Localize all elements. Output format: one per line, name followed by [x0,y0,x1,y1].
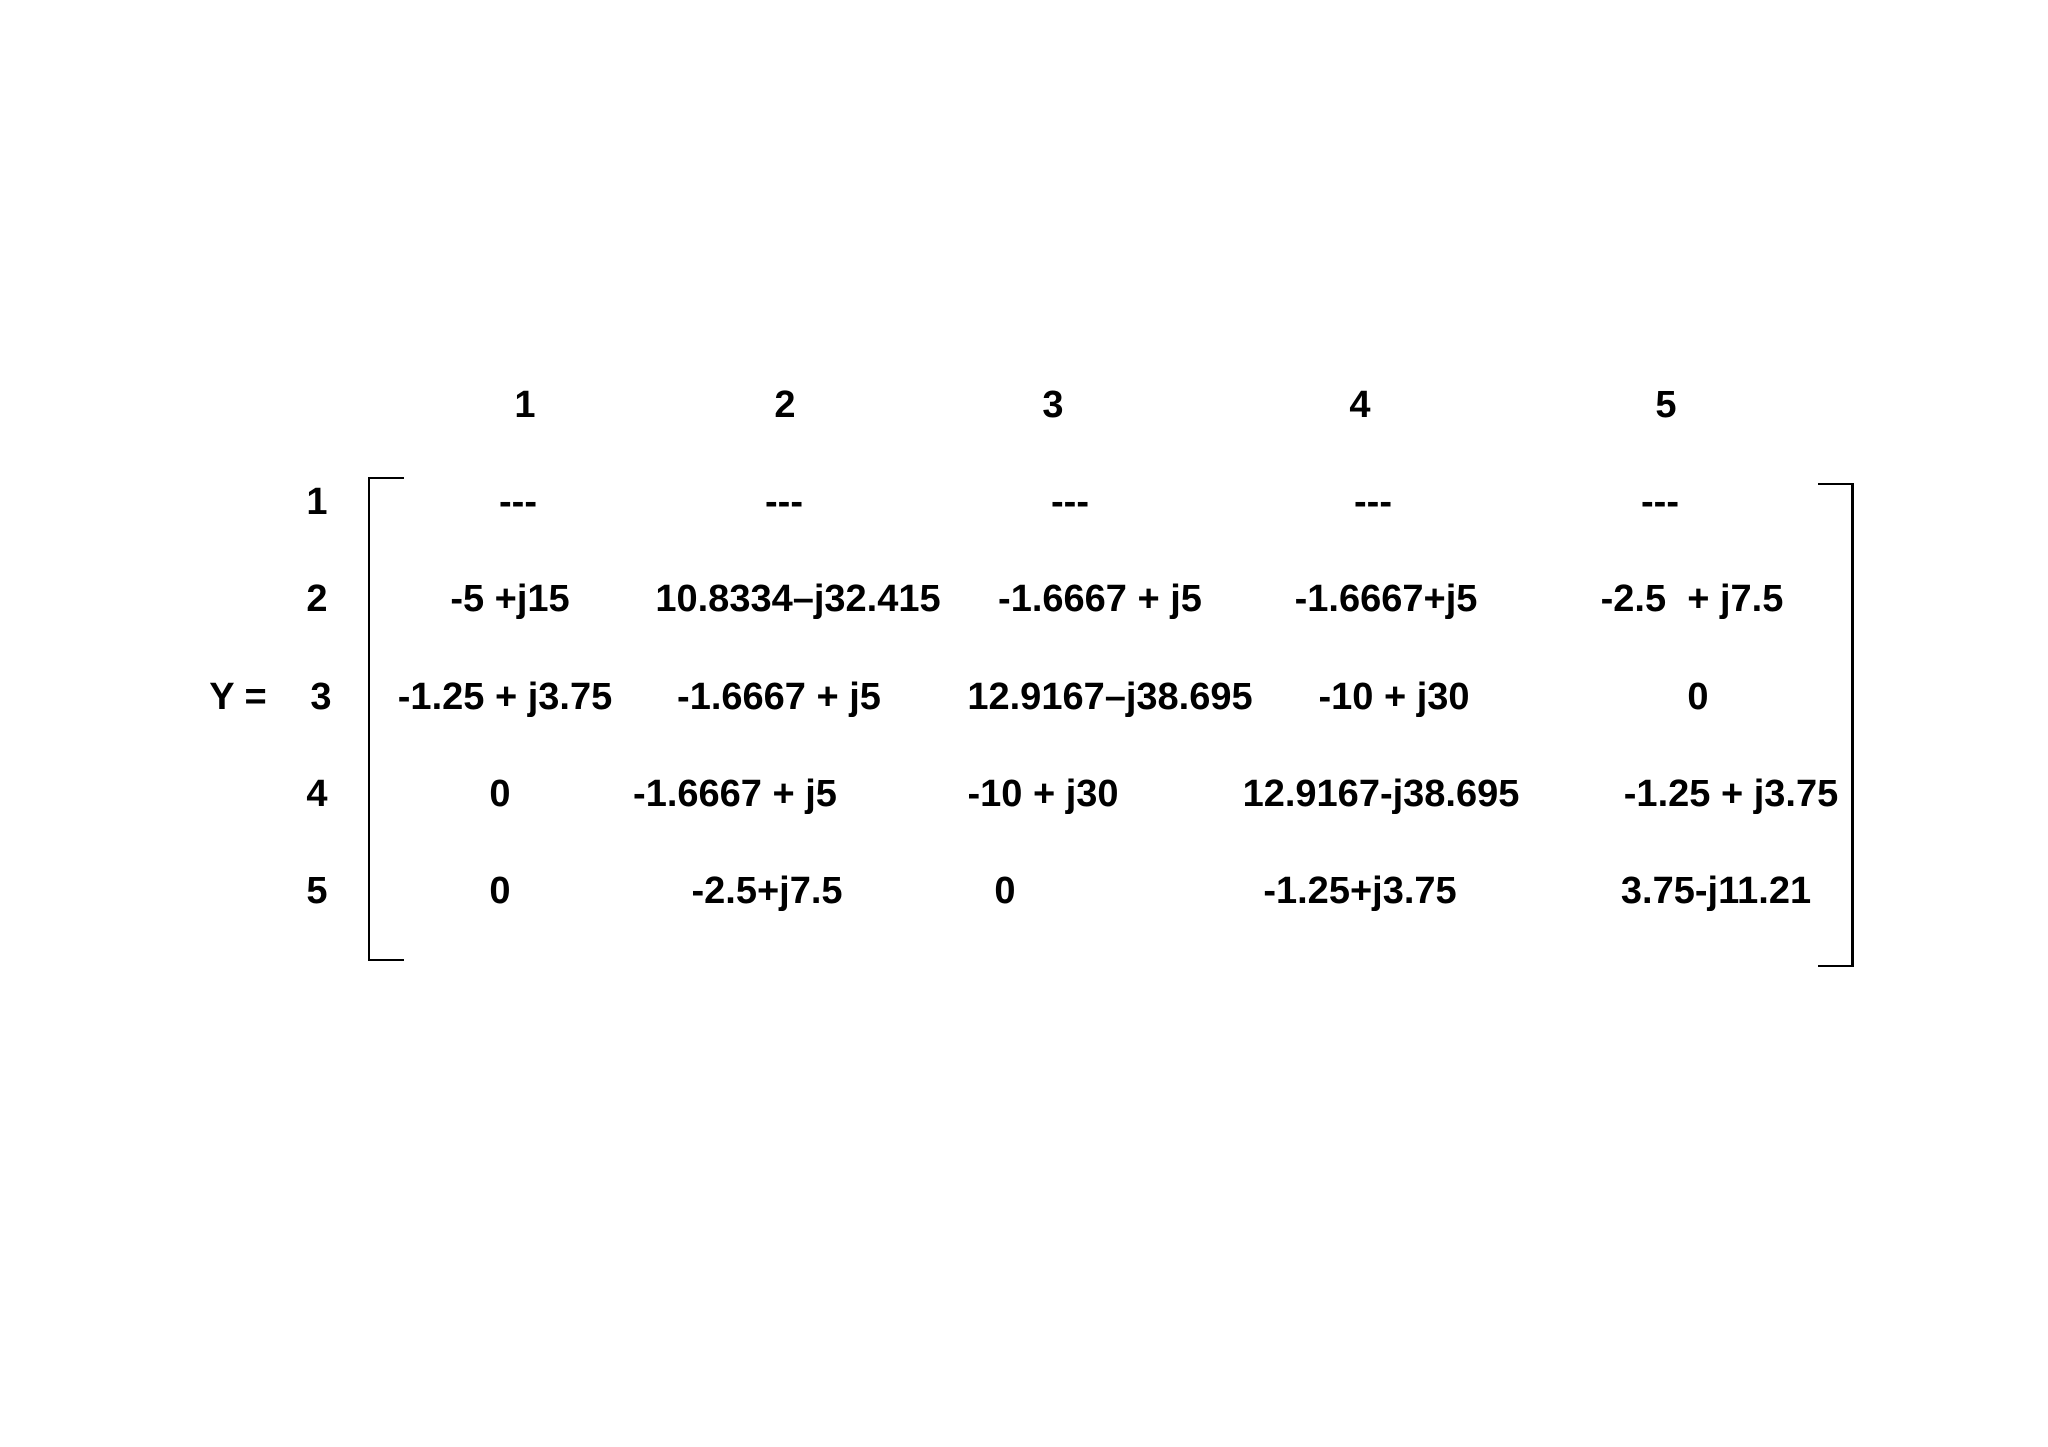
row-header: 4 [306,773,328,815]
left-bracket [368,477,404,961]
matrix-cell: 0 [489,870,511,912]
matrix-cell: --- [1051,481,1089,523]
row-header: 2 [306,578,328,620]
row-header: 1 [306,481,328,523]
column-header: 4 [1349,384,1371,426]
matrix-symbol-label: Y = [209,676,267,718]
column-header: 5 [1655,384,1677,426]
row-header: 5 [306,870,328,912]
matrix-cell: -2.5+j7.5 [691,870,843,912]
matrix-cell: -10 + j30 [1318,676,1470,718]
matrix-cell: -10 + j30 [967,773,1119,815]
matrix-cell: 12.9167-j38.695 [1242,773,1520,815]
matrix-cell: 0 [994,870,1016,912]
matrix-cell: 0 [489,773,511,815]
matrix-cell: -1.6667+j5 [1294,578,1478,620]
matrix-cell: 0 [1687,676,1709,718]
matrix-cell: -1.6667 + j5 [633,773,837,815]
matrix-cell: --- [1641,481,1679,523]
matrix-cell: --- [765,481,803,523]
matrix-cell: -1.6667 + j5 [677,676,881,718]
row-header: 3 [310,676,332,718]
matrix-cell: 3.75-j11.21 [1620,870,1812,912]
matrix-cell: -5 +j15 [450,578,570,620]
right-bracket [1818,483,1854,967]
matrix-cell: --- [499,481,537,523]
matrix-cell: -1.6667 + j5 [998,578,1202,620]
column-header: 3 [1042,384,1064,426]
column-header: 1 [514,384,536,426]
matrix-cell: -2.5 + j7.5 [1600,578,1784,620]
matrix-cell: -1.25 + j3.75 [397,676,613,718]
matrix-cell: --- [1354,481,1392,523]
matrix-cell: -1.25 + j3.75 [1623,773,1839,815]
matrix-cell: 10.8334–j32.415 [655,578,941,620]
matrix-cell: 12.9167–j38.695 [967,676,1253,718]
matrix-cell: -1.25+j3.75 [1263,870,1457,912]
column-header: 2 [774,384,796,426]
